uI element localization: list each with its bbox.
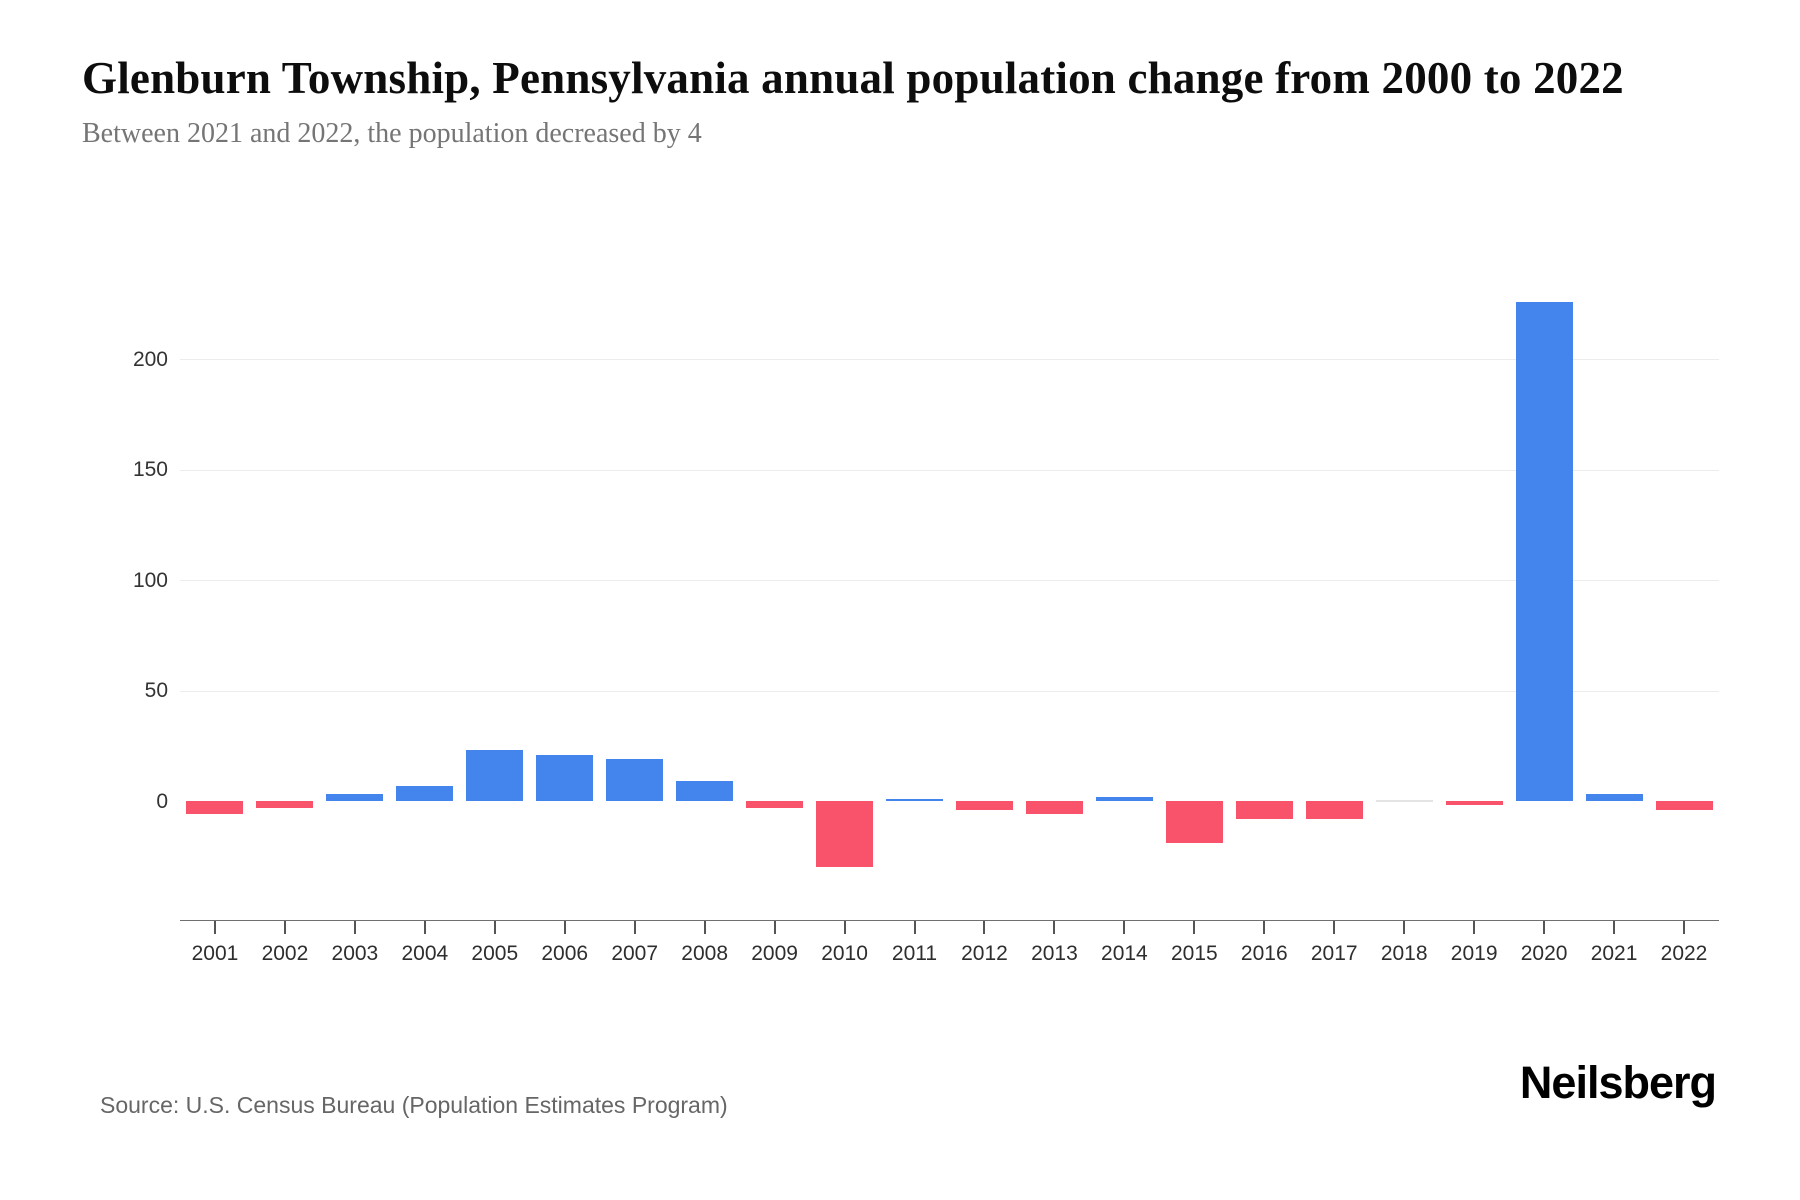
x-tick-2015 [1193,921,1196,934]
x-tick-2004 [423,921,426,934]
x-tick-2016 [1263,921,1266,934]
bar-2022[interactable] [1655,801,1713,810]
x-tick-2008 [703,921,706,934]
x-tick-2014 [1123,921,1126,934]
x-axis-label-2007: 2007 [611,942,659,965]
y-axis-label-0: 0 [156,789,168,813]
bar-2015[interactable] [1165,801,1223,843]
x-axis-label-2003: 2003 [331,942,379,965]
x-axis-label-2021: 2021 [1590,942,1638,965]
bar-2008[interactable] [676,781,734,801]
x-tick-2009 [773,921,776,934]
bar-2013[interactable] [1025,801,1083,814]
x-tick-2002 [283,921,286,934]
x-tick-2017 [1333,921,1336,934]
x-tick-2001 [213,921,216,934]
bar-2002[interactable] [256,801,314,808]
gridline-100 [180,580,1719,581]
bar-2017[interactable] [1305,801,1363,819]
y-axis-label-50: 50 [144,679,168,702]
x-axis-label-2006: 2006 [541,942,589,965]
bar-2019[interactable] [1445,801,1503,805]
population-change-bar-chart: 0 50 100 150 200 2001 2002 2003 2004 2005 2006 2007… [132,302,1719,965]
x-axis-label-2020: 2020 [1520,942,1568,965]
gridline-50 [180,690,1719,692]
bar-2011[interactable] [886,799,944,801]
x-axis-label-2015: 2015 [1170,942,1218,965]
y-axis-label-150: 150 [132,458,168,481]
x-axis-label-2009: 2009 [751,942,798,965]
x-axis-label-2014: 2014 [1101,942,1148,965]
bar-2021[interactable] [1585,794,1643,801]
x-axis-label-2012: 2012 [961,942,1008,965]
brand-logo: Neilsberg [1519,1057,1717,1108]
bar-2007[interactable] [606,759,664,801]
source-note: Source: U.S. Census Bureau (Population E… [100,1092,728,1118]
bar-2003[interactable] [326,794,384,801]
x-axis-label-2001: 2001 [191,942,239,965]
y-axis-label-100: 100 [132,568,168,592]
x-tick-2022 [1683,921,1686,934]
bar-2010[interactable] [816,801,874,867]
x-axis-label-2010: 2010 [821,942,868,965]
x-axis-line [180,920,1719,921]
x-tick-2012 [983,921,986,934]
x-tick-2011 [913,921,916,934]
x-tick-2021 [1613,921,1616,934]
x-axis-label-2019: 2019 [1450,942,1498,965]
x-axis-label-2004: 2004 [401,942,449,965]
bar-2005[interactable] [466,750,524,801]
bar-2016[interactable] [1235,801,1293,819]
x-axis-label-2011: 2011 [891,942,938,965]
x-axis-label-2008: 2008 [681,942,728,965]
bar-2006[interactable] [536,755,594,801]
bar-2014[interactable] [1095,797,1153,801]
bar-2001[interactable] [186,801,244,814]
gridline-150 [180,469,1719,471]
x-tick-2010 [843,921,846,934]
x-tick-2018 [1403,921,1406,934]
bar-2018[interactable] [1375,800,1433,802]
x-axis-label-2017: 2017 [1310,942,1358,965]
x-tick-2006 [563,921,566,934]
x-tick-2003 [353,921,356,934]
y-axis-label-200: 200 [132,347,168,371]
x-axis-label-2005: 2005 [471,942,519,965]
x-axis-label-2013: 2013 [1031,942,1078,965]
bar-2004[interactable] [396,786,454,801]
x-axis-label-2016: 2016 [1240,942,1288,965]
x-axis-label-2002: 2002 [261,942,309,965]
bar-2009[interactable] [746,801,804,808]
x-axis-label-2022: 2022 [1660,942,1708,965]
bar-2020[interactable] [1515,302,1573,801]
bar-2012[interactable] [955,801,1013,810]
x-tick-2019 [1473,921,1476,934]
x-tick-2013 [1053,921,1056,934]
chart-subtitle: Between 2021 and 2022, the population de… [82,118,702,149]
x-axis-label-2018: 2018 [1380,942,1428,965]
x-tick-2005 [493,921,496,934]
gridline-200 [180,359,1719,360]
x-tick-2007 [633,921,636,934]
x-tick-2020 [1543,921,1546,934]
chart-title: Glenburn Township, Pennsylvania annual p… [82,53,1624,103]
